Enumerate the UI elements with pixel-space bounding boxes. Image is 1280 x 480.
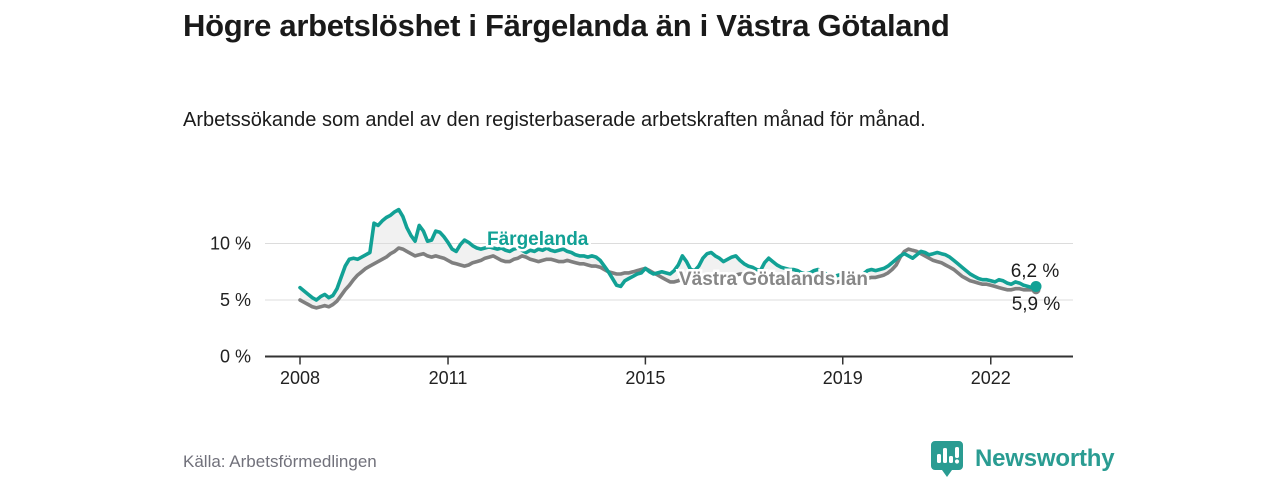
end-value-fargelanda: 6,2 %	[1011, 261, 1060, 282]
y-tick-label: 0 %	[220, 347, 251, 367]
newsworthy-logo: Newsworthy	[930, 440, 1115, 477]
y-tick-label: 5 %	[220, 290, 251, 310]
newsworthy-barchart-pin-icon	[930, 440, 964, 477]
line-vastra-gotaland	[298, 246, 1038, 310]
line-fargelanda	[298, 207, 1038, 302]
x-tick-label: 2019	[823, 368, 863, 388]
x-tick-label: 2011	[429, 368, 468, 388]
source-note: Källa: Arbetsförmedlingen	[183, 452, 377, 471]
fill-between-area	[300, 209, 1036, 308]
y-tick-label: 10 %	[210, 234, 251, 254]
x-tick-label: 2008	[280, 368, 320, 388]
series-label-fargelanda: Färgelanda	[487, 229, 589, 250]
series-label-vastra-gotaland: Västra Götalands län	[679, 269, 868, 290]
x-tick-label: 2022	[971, 368, 1011, 388]
end-dot-fargelanda	[1030, 280, 1042, 292]
newsworthy-wordmark: Newsworthy	[975, 444, 1115, 472]
page-title: Högre arbetslöshet i Färgelanda än i Väs…	[183, 8, 950, 43]
x-tick-label: 2015	[625, 368, 665, 388]
chart-subtitle: Arbetssökande som andel av den registerb…	[183, 109, 926, 131]
end-value-vastra-gotaland: 5,9 %	[1012, 294, 1061, 315]
